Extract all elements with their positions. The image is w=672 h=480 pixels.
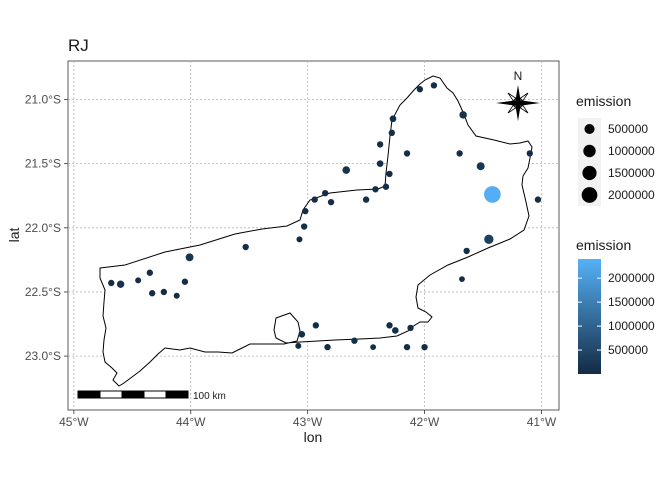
emission-point	[372, 186, 379, 193]
emission-point	[416, 86, 424, 93]
emission-point	[456, 150, 463, 157]
y-tick-label: 22.5°S	[25, 285, 61, 299]
emission-points	[108, 82, 542, 351]
scale-bar-label: 100 km	[193, 391, 226, 402]
emission-point	[389, 115, 397, 123]
emission-point	[392, 327, 399, 334]
color-legend-label: 2000000	[608, 271, 655, 285]
scale-bar-segment-4	[143, 390, 167, 399]
color-legend-ticks: 2000000 1500000 1000000 500000	[578, 271, 655, 357]
north-arrow-needle-west	[496, 100, 518, 106]
emission-point	[370, 344, 377, 351]
color-legend-bar	[578, 259, 601, 374]
emission-point	[484, 234, 494, 245]
size-legend-key	[583, 144, 596, 158]
scale-bar: 100 km	[77, 390, 226, 402]
x-tick-label: 43°W	[293, 415, 323, 429]
emission-point	[295, 342, 302, 349]
emission-point	[484, 186, 501, 203]
north-arrow-label: N	[514, 69, 523, 83]
emission-point	[148, 290, 156, 297]
size-legend: emission 500000 1000000 1500000 2000000	[576, 93, 655, 206]
emission-point	[302, 207, 309, 215]
size-legend-label: 1500000	[608, 166, 655, 180]
scale-bar-segment-3	[121, 390, 145, 399]
y-tick-label: 23.0°S	[25, 349, 61, 363]
emission-point	[386, 170, 393, 178]
emission-point	[459, 276, 465, 283]
chart-title: RJ	[68, 36, 89, 55]
emission-point	[146, 269, 154, 276]
size-legend-label: 2000000	[608, 188, 655, 202]
emission-point	[403, 343, 411, 351]
color-legend-title: emission	[576, 237, 631, 253]
color-legend-label: 1500000	[608, 295, 655, 309]
x-tick-label: 42°W	[410, 415, 440, 429]
emission-point	[185, 253, 194, 262]
emission-point	[463, 247, 470, 255]
emission-point	[342, 166, 351, 174]
size-legend-key	[584, 123, 595, 135]
color-legend-label: 500000	[608, 343, 648, 357]
emission-point	[407, 324, 414, 332]
color-legend-label: 1000000	[608, 319, 655, 333]
scale-bar-segment-5	[165, 390, 189, 399]
y-tick-label: 21.5°S	[25, 157, 61, 171]
emission-point	[388, 129, 396, 137]
size-legend-key	[582, 165, 597, 181]
emission-point	[534, 196, 542, 203]
emission-point	[181, 278, 189, 285]
emission-point	[476, 162, 485, 171]
x-axis: 45°W 44°W 43°W 42°W 41°W	[59, 410, 557, 429]
y-tick-label: 21.0°S	[25, 92, 61, 106]
emission-point	[351, 337, 358, 344]
scale-bar-segment-2	[99, 390, 123, 399]
size-legend-label: 500000	[608, 122, 648, 136]
emission-point	[403, 150, 411, 157]
emission-point	[242, 243, 249, 251]
north-arrow-hub	[512, 97, 524, 109]
size-legend-key	[581, 187, 598, 203]
emission-point	[430, 82, 438, 89]
emission-point	[116, 280, 125, 288]
emission-point	[526, 150, 533, 157]
emission-point	[421, 343, 428, 351]
plot-panel: 100 km N	[67, 60, 560, 411]
size-legend-label: 1000000	[608, 144, 655, 158]
scale-bar-segment-1	[77, 390, 101, 399]
emission-point	[376, 141, 384, 148]
x-tick-label: 41°W	[527, 415, 557, 429]
x-axis-title: lon	[304, 429, 323, 445]
emission-point	[173, 292, 180, 299]
emission-point	[160, 288, 168, 296]
y-axis: 21.0°S 21.5°S 22.0°S 22.5°S 23.0°S	[25, 92, 68, 363]
emission-point	[108, 279, 115, 287]
emission-point	[296, 236, 303, 243]
emission-point	[386, 322, 393, 329]
north-arrow-needle-east	[518, 100, 540, 106]
emission-point	[382, 183, 390, 190]
emission-point	[459, 111, 467, 119]
emission-point	[376, 160, 384, 167]
x-tick-label: 45°W	[59, 415, 89, 429]
size-legend-title: emission	[576, 93, 631, 109]
emission-point	[322, 189, 329, 197]
emission-point	[298, 330, 306, 338]
size-legend-keys: 500000 1000000 1500000 2000000	[578, 118, 655, 206]
emission-point	[300, 223, 308, 230]
north-arrow: N	[496, 69, 540, 121]
emission-point	[312, 322, 320, 329]
y-tick-label: 22.0°S	[25, 221, 61, 235]
x-tick-label: 44°W	[176, 415, 206, 429]
emission-point	[327, 198, 335, 206]
emission-point	[324, 343, 331, 351]
color-legend: emission 2000000 1500000 1000000 500000	[576, 237, 655, 374]
emission-point	[135, 277, 142, 284]
emission-point	[362, 196, 370, 203]
emission-point	[311, 196, 318, 203]
y-axis-title: lat	[6, 228, 22, 243]
